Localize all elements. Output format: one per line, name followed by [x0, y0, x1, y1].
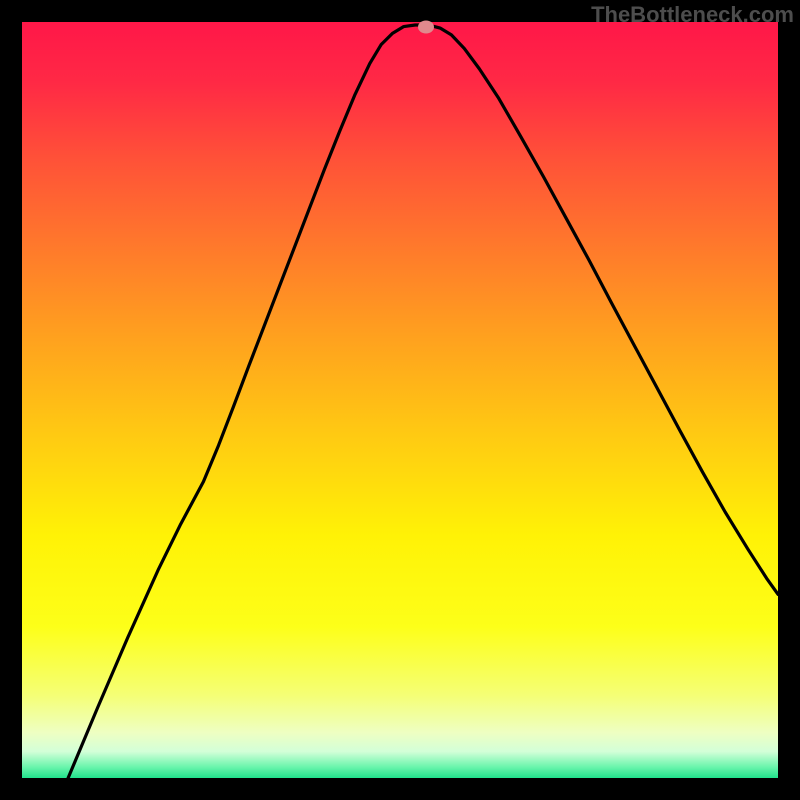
bottleneck-chart: TheBottleneck.com: [0, 0, 800, 800]
watermark-text: TheBottleneck.com: [591, 2, 794, 28]
bottleneck-curve: [68, 25, 778, 778]
plot-area: [22, 22, 778, 778]
curve-layer: [22, 22, 778, 778]
optimal-point-marker: [418, 20, 434, 33]
